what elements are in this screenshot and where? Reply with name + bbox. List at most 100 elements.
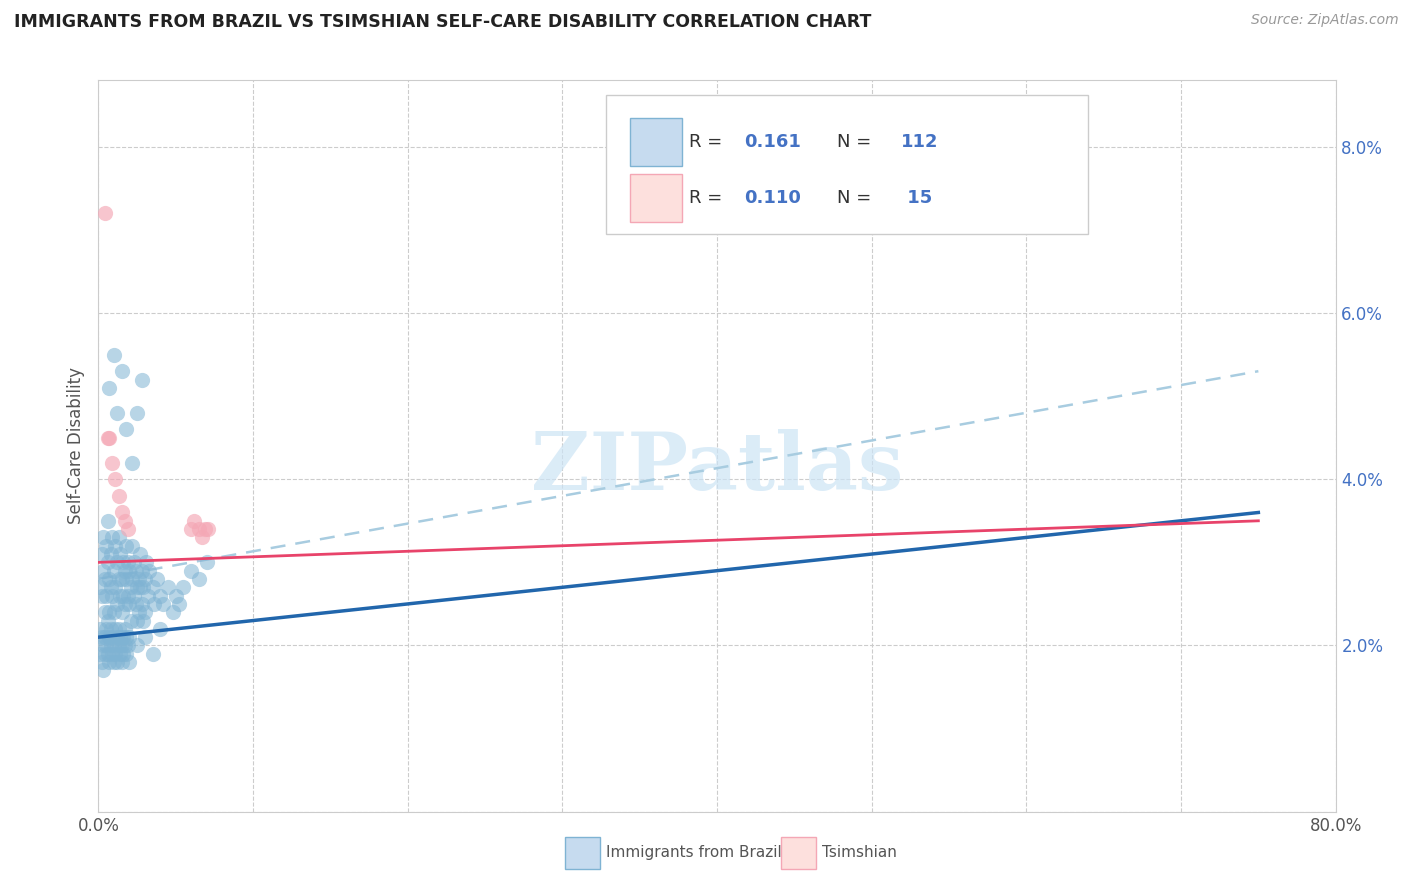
Point: [111, 364, 134, 378]
Point: [101, 530, 124, 544]
Point: [115, 539, 138, 553]
Point: [136, 589, 159, 603]
Point: [173, 580, 195, 594]
Point: [117, 522, 139, 536]
Point: [89, 580, 111, 594]
Text: N =: N =: [837, 133, 877, 151]
Point: [131, 597, 153, 611]
Point: [100, 547, 122, 561]
Text: 15: 15: [901, 189, 932, 207]
Point: [132, 614, 155, 628]
Point: [121, 572, 143, 586]
Point: [100, 580, 122, 594]
Point: [138, 564, 160, 578]
Point: [103, 605, 125, 619]
Point: [108, 589, 131, 603]
Point: [96, 589, 118, 603]
Point: [93, 572, 115, 586]
Point: [108, 647, 131, 661]
Point: [134, 605, 156, 619]
Point: [152, 597, 174, 611]
Point: [131, 372, 153, 386]
Point: [89, 647, 111, 661]
Point: [118, 630, 141, 644]
Point: [105, 630, 128, 644]
Point: [134, 572, 156, 586]
Point: [101, 647, 124, 661]
FancyBboxPatch shape: [630, 174, 682, 221]
Point: [111, 655, 134, 669]
Point: [143, 597, 166, 611]
Point: [101, 589, 124, 603]
Point: [97, 647, 120, 661]
Point: [149, 589, 172, 603]
Text: IMMIGRANTS FROM BRAZIL VS TSIMSHIAN SELF-CARE DISABILITY CORRELATION CHART: IMMIGRANTS FROM BRAZIL VS TSIMSHIAN SELF…: [14, 13, 872, 31]
Point: [188, 522, 211, 536]
Point: [100, 639, 122, 653]
Point: [128, 605, 150, 619]
Point: [118, 597, 141, 611]
Point: [197, 522, 219, 536]
Point: [107, 489, 129, 503]
Point: [107, 622, 129, 636]
Text: Immigrants from Brazil: Immigrants from Brazil: [606, 846, 782, 860]
Point: [91, 564, 114, 578]
Point: [115, 572, 138, 586]
Point: [93, 605, 115, 619]
Point: [93, 647, 115, 661]
Point: [134, 630, 156, 644]
Point: [129, 547, 152, 561]
Point: [103, 347, 125, 362]
Text: 112: 112: [901, 133, 939, 151]
Point: [183, 514, 205, 528]
Point: [120, 614, 142, 628]
Point: [127, 580, 149, 594]
Text: R =: R =: [689, 133, 727, 151]
Point: [97, 431, 120, 445]
Point: [118, 564, 141, 578]
Point: [167, 597, 190, 611]
Point: [96, 639, 118, 653]
Point: [104, 622, 127, 636]
Point: [100, 622, 122, 636]
Point: [98, 630, 121, 644]
Point: [108, 630, 131, 644]
Point: [114, 622, 136, 636]
Point: [157, 580, 180, 594]
Point: [101, 456, 124, 470]
Point: [115, 647, 138, 661]
Point: [91, 530, 114, 544]
Point: [124, 564, 146, 578]
Point: [91, 664, 114, 678]
Point: [127, 614, 149, 628]
Point: [104, 472, 127, 486]
Point: [114, 564, 136, 578]
Point: [191, 530, 214, 544]
Point: [97, 614, 120, 628]
Point: [146, 572, 169, 586]
Point: [131, 564, 153, 578]
Point: [114, 597, 136, 611]
Point: [107, 572, 129, 586]
Point: [180, 564, 202, 578]
Point: [149, 622, 172, 636]
Point: [114, 514, 136, 528]
Point: [104, 539, 127, 553]
Point: [104, 647, 127, 661]
Point: [107, 530, 129, 544]
Point: [90, 655, 112, 669]
Point: [128, 572, 150, 586]
Point: [188, 572, 211, 586]
Point: [90, 630, 112, 644]
Point: [142, 647, 165, 661]
Point: [96, 539, 118, 553]
Point: [162, 605, 184, 619]
Point: [124, 597, 146, 611]
Point: [111, 572, 134, 586]
Point: [97, 555, 120, 569]
Point: [103, 655, 125, 669]
Point: [132, 580, 155, 594]
Point: [90, 547, 112, 561]
Point: [114, 639, 136, 653]
Point: [135, 555, 157, 569]
